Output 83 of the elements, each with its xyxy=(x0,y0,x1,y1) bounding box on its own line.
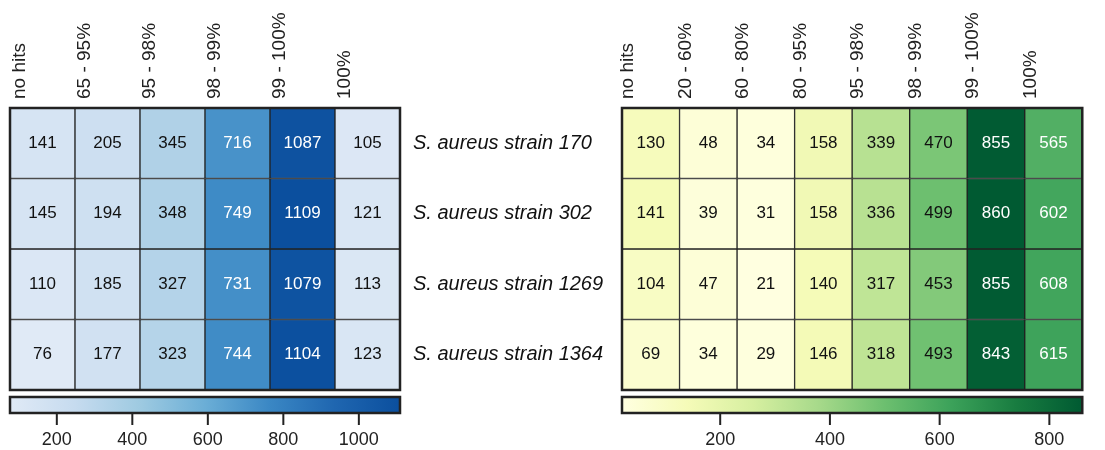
data-label: 205 xyxy=(93,132,122,152)
color-bar-label: 800 xyxy=(1034,428,1065,449)
x-tick-label: 98 - 99% xyxy=(202,22,224,99)
y-tick-label: S. aureus strain 170 xyxy=(413,130,592,153)
data-label: 121 xyxy=(353,203,382,223)
data-label: 34 xyxy=(698,344,718,364)
color-bar-label: 400 xyxy=(117,428,148,449)
data-label: 615 xyxy=(1039,344,1068,364)
data-label: 602 xyxy=(1039,203,1068,223)
data-label: 130 xyxy=(636,132,665,152)
data-label: 141 xyxy=(28,132,57,152)
x-tick-label: 99 - 100% xyxy=(267,12,289,99)
data-label: 348 xyxy=(158,203,187,223)
data-label: 1087 xyxy=(283,132,322,152)
x-tick-label: 80 - 95% xyxy=(788,22,810,99)
data-label: 123 xyxy=(353,344,382,364)
data-label: 336 xyxy=(866,203,896,223)
data-label: 31 xyxy=(756,203,776,223)
data-label: 39 xyxy=(698,203,718,223)
data-label: 29 xyxy=(756,344,776,364)
data-label: 749 xyxy=(223,203,252,223)
data-label: 21 xyxy=(756,273,776,293)
data-label: 855 xyxy=(981,273,1011,293)
data-label: 113 xyxy=(353,273,382,293)
data-label: 345 xyxy=(158,132,187,152)
color-bar-label: 200 xyxy=(705,428,736,449)
y-tick-label: S. aureus strain 302 xyxy=(413,201,592,224)
data-label: 716 xyxy=(223,132,252,152)
data-label: 470 xyxy=(924,132,953,152)
x-tick-label: 95 - 98% xyxy=(137,22,159,99)
data-label: 146 xyxy=(809,344,838,364)
data-label: 317 xyxy=(866,273,896,293)
data-label: 731 xyxy=(223,273,252,293)
x-tick-label: 95 - 98% xyxy=(846,22,868,99)
data-label: 185 xyxy=(93,273,122,293)
data-label: 48 xyxy=(698,132,718,152)
color-bar-label: 1000 xyxy=(338,428,379,449)
data-label: 327 xyxy=(158,273,187,293)
data-label: 76 xyxy=(33,344,52,364)
color-bar-label: 600 xyxy=(192,428,223,449)
data-label: 493 xyxy=(924,344,953,364)
x-tick-label: 20 - 60% xyxy=(673,22,695,99)
data-label: 145 xyxy=(28,203,57,223)
data-label: 860 xyxy=(981,203,1011,223)
x-tick-label: no hits xyxy=(7,43,29,99)
x-tick-label: 65 - 95% xyxy=(72,22,94,99)
data-label: 140 xyxy=(809,273,838,293)
data-label: 34 xyxy=(756,132,776,152)
x-tick-label: no hits xyxy=(616,43,638,99)
color-bar-label: 800 xyxy=(268,428,299,449)
data-label: 1109 xyxy=(284,203,321,223)
data-label: 323 xyxy=(158,344,187,364)
data-label: 47 xyxy=(698,273,718,293)
data-label: 453 xyxy=(924,273,953,293)
data-label: 194 xyxy=(93,203,122,223)
data-label: 69 xyxy=(641,344,661,364)
data-label: 843 xyxy=(981,344,1011,364)
color-bar-label: 600 xyxy=(924,428,955,449)
data-label: 110 xyxy=(28,273,57,293)
color-bar-label: 400 xyxy=(814,428,845,449)
data-label: 565 xyxy=(1039,132,1068,152)
data-label: 744 xyxy=(223,344,252,364)
data-label: 339 xyxy=(866,132,896,152)
x-tick-label: 60 - 80% xyxy=(731,22,753,99)
data-label: 855 xyxy=(981,132,1011,152)
data-label: 104 xyxy=(636,273,665,293)
x-tick-label: 98 - 99% xyxy=(903,22,925,99)
data-label: 1104 xyxy=(284,344,321,364)
y-tick-label: S. aureus strain 1269 xyxy=(413,271,604,294)
data-label: 1079 xyxy=(283,273,322,293)
y-tick-label: S. aureus strain 1364 xyxy=(413,342,604,365)
data-label: 608 xyxy=(1039,273,1068,293)
x-tick-label: 100% xyxy=(332,50,354,99)
x-tick-label: 100% xyxy=(1018,50,1040,99)
data-label: 141 xyxy=(636,203,665,223)
color-bar-label: 200 xyxy=(41,428,72,449)
data-label: 158 xyxy=(809,132,838,152)
data-label: 105 xyxy=(353,132,382,152)
data-label: 177 xyxy=(93,344,122,364)
data-label: 499 xyxy=(924,203,953,223)
data-label: 158 xyxy=(809,203,838,223)
data-label: 318 xyxy=(866,344,896,364)
x-tick-label: 99 - 100% xyxy=(961,12,983,99)
